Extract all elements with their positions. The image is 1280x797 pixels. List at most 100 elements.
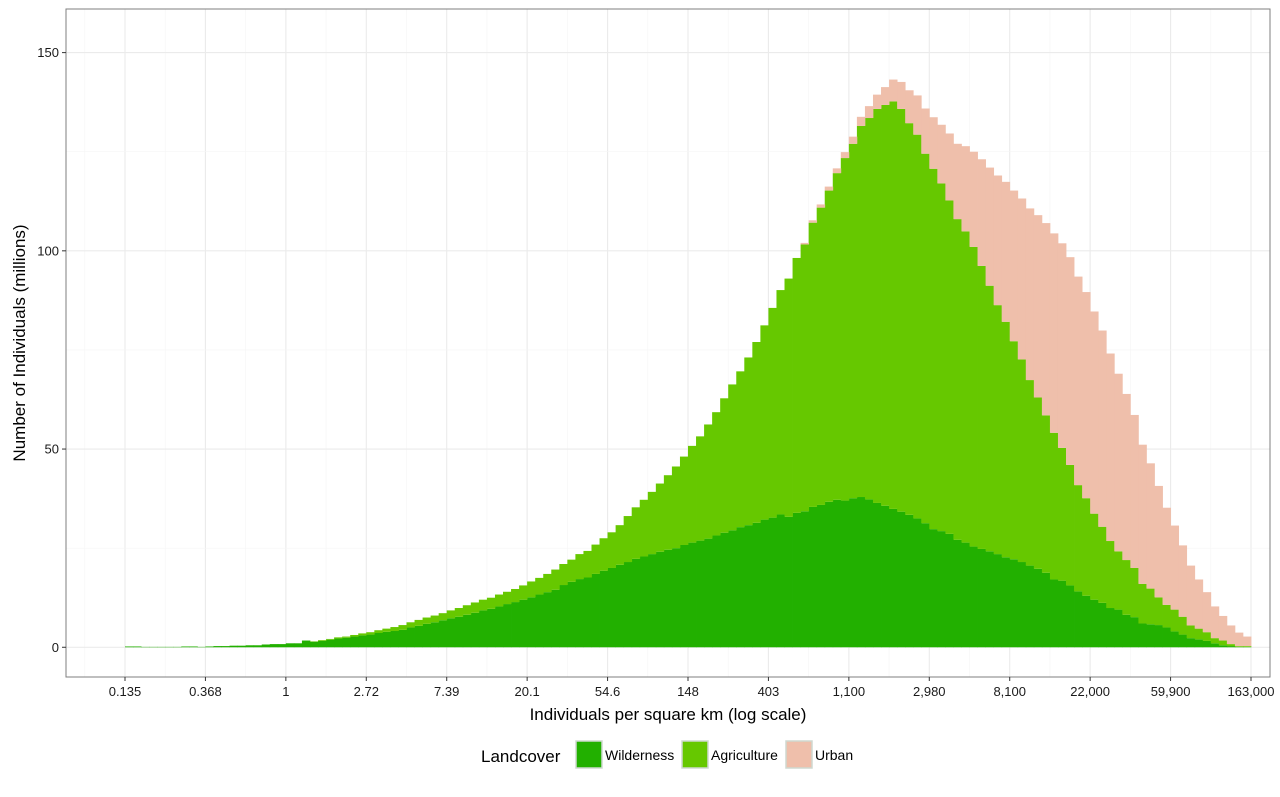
bar-wilderness (205, 646, 214, 648)
bar-wilderness (326, 639, 335, 648)
bar-wilderness (1122, 614, 1131, 648)
bar-agriculture (503, 591, 512, 605)
bar-wilderness (905, 514, 914, 648)
x-tick-label: 8,100 (993, 684, 1026, 699)
bar-agriculture (1114, 551, 1123, 610)
bar-wilderness (679, 544, 689, 648)
bar-wilderness (591, 573, 600, 648)
bar-agriculture (1234, 646, 1244, 647)
bar-agriculture (921, 153, 930, 524)
bar-agriculture (937, 183, 946, 532)
bar-agriculture (1001, 321, 1011, 558)
bar-urban (840, 152, 850, 159)
bar-wilderness (1057, 580, 1067, 648)
bar-agriculture (872, 108, 882, 503)
bar-agriculture (776, 290, 785, 515)
bar-agriculture (704, 424, 713, 539)
bar-wilderness (792, 512, 801, 648)
bar-agriculture (583, 550, 592, 578)
bar-agriculture (671, 466, 681, 549)
bar-urban (969, 151, 978, 247)
bar-agriculture (470, 602, 480, 613)
bar-agriculture (430, 615, 440, 623)
bar-urban (816, 204, 826, 208)
legend-key-agriculture (681, 740, 709, 769)
bar-wilderness (527, 597, 536, 648)
bar-agriculture (406, 622, 415, 628)
bar-agriculture (1122, 560, 1131, 615)
bar-wilderness (1146, 624, 1155, 648)
bar-wilderness (712, 535, 721, 648)
bar-agriculture (486, 597, 496, 609)
bar-agriculture (961, 231, 970, 543)
bar-agriculture (543, 573, 552, 593)
bar-wilderness (776, 514, 785, 648)
y-axis-title: Number of Individuals (millions) (10, 224, 29, 461)
legend-label-wilderness: Wilderness (605, 747, 674, 763)
bar-urban (1130, 414, 1139, 568)
x-tick-label: 1 (282, 684, 289, 699)
x-axis-ticks: 0.135 0.368 1 2.72 7.39 20.1 54.6 148 403 1,100 2,… (109, 677, 1275, 699)
bar-agriculture (1009, 341, 1019, 560)
bar-wilderness (1009, 559, 1019, 648)
bar-agriculture (881, 104, 890, 506)
bar-wilderness (784, 516, 793, 648)
x-tick-label: 2,980 (913, 684, 946, 699)
bar-urban (1106, 353, 1115, 542)
legend-key-wilderness (575, 740, 603, 769)
bar-wilderness (213, 646, 222, 648)
bar-wilderness (913, 518, 922, 648)
bar-wilderness (221, 646, 230, 648)
legend-key-urban (785, 740, 813, 769)
bar-agriculture (631, 507, 641, 559)
x-tick-label: 403 (758, 684, 780, 699)
bar-wilderness (470, 612, 480, 648)
bar-agriculture (511, 588, 520, 603)
bar-wilderness (760, 519, 769, 648)
bar-wilderness (1001, 557, 1011, 648)
bar-agriculture (318, 640, 327, 641)
bar-agriculture (623, 516, 633, 563)
bar-wilderness (848, 498, 858, 648)
bar-urban (1098, 330, 1107, 527)
bar-agriculture (1194, 628, 1204, 640)
bar-urban (1114, 373, 1123, 552)
bar-agriculture (366, 632, 375, 635)
bar-wilderness (969, 546, 978, 648)
bar-wilderness (897, 511, 906, 648)
bar-urban (945, 133, 954, 201)
bar-wilderness (301, 640, 311, 648)
bar-urban (1122, 393, 1131, 561)
x-tick-label: 0.135 (109, 684, 142, 699)
bar-wilderness (881, 505, 890, 648)
bar-wilderness (486, 608, 496, 648)
bar-wilderness (663, 549, 673, 648)
bar-agriculture (1106, 541, 1115, 609)
legend-label-urban: Urban (815, 747, 853, 763)
legend: Landcover Wilderness Agriculture Urban (481, 740, 853, 769)
bar-wilderness (655, 551, 665, 648)
bar-wilderness (639, 556, 649, 648)
bar-wilderness (647, 554, 657, 648)
bar-agriculture (1066, 464, 1075, 586)
bar-urban (1049, 233, 1059, 433)
bar-agriculture (551, 569, 560, 590)
x-tick-label: 2.72 (354, 684, 379, 699)
bar-urban (1074, 276, 1083, 486)
legend-items: Wilderness Agriculture Urban (575, 740, 853, 769)
bar-wilderness (293, 643, 303, 648)
bar-wilderness (543, 592, 552, 648)
bar-wilderness (1025, 565, 1035, 648)
bar-urban (897, 81, 906, 109)
bar-agriculture (615, 525, 625, 565)
bar-urban (1226, 625, 1236, 645)
bar-urban (1138, 444, 1147, 584)
bar-wilderness (462, 614, 472, 648)
bar-urban (1170, 525, 1180, 610)
bar-wilderness (824, 501, 834, 648)
bar-agriculture (575, 554, 584, 580)
bar-urban (961, 146, 970, 232)
bar-agriculture (897, 108, 906, 512)
bar-wilderness (1049, 579, 1059, 648)
bar-agriculture (350, 634, 359, 637)
